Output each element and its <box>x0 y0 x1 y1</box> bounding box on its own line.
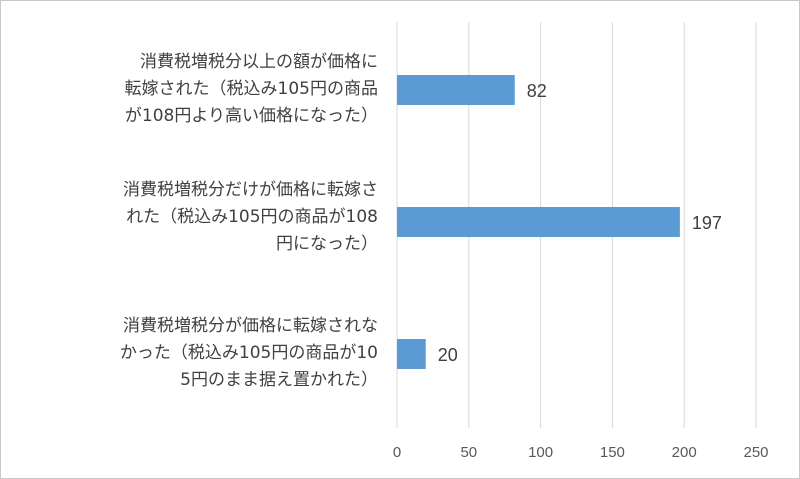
bar-1 <box>397 207 680 237</box>
bars <box>397 75 680 369</box>
category-label-1: 消費税増税分だけが価格に転嫁さ れた（税込み105円の商品が108 円になった） <box>123 180 378 254</box>
x-tick-label-5: 250 <box>743 444 768 461</box>
x-tick-label-4: 200 <box>672 444 697 461</box>
bar-0 <box>397 75 515 105</box>
category-label-0: 消費税増税分以上の額が価格に 転嫁された（税込み105円の商品 が108円より高… <box>124 52 378 126</box>
data-label-0: 82 <box>527 81 547 101</box>
x-tick-label-2: 100 <box>528 444 553 461</box>
data-labels: 82 197 20 <box>438 81 722 365</box>
x-tick-label-3: 150 <box>600 444 625 461</box>
bar-2 <box>397 339 426 369</box>
x-tick-labels: 0 50 100 150 200 250 <box>393 444 769 461</box>
category-label-2: 消費税増税分が価格に転嫁されな かった（税込み105円の商品が10 5円のまま据… <box>119 316 378 390</box>
data-label-1: 197 <box>692 213 722 233</box>
x-tick-label-1: 50 <box>460 444 477 461</box>
x-tick-label-0: 0 <box>393 444 401 461</box>
data-label-2: 20 <box>438 345 458 365</box>
